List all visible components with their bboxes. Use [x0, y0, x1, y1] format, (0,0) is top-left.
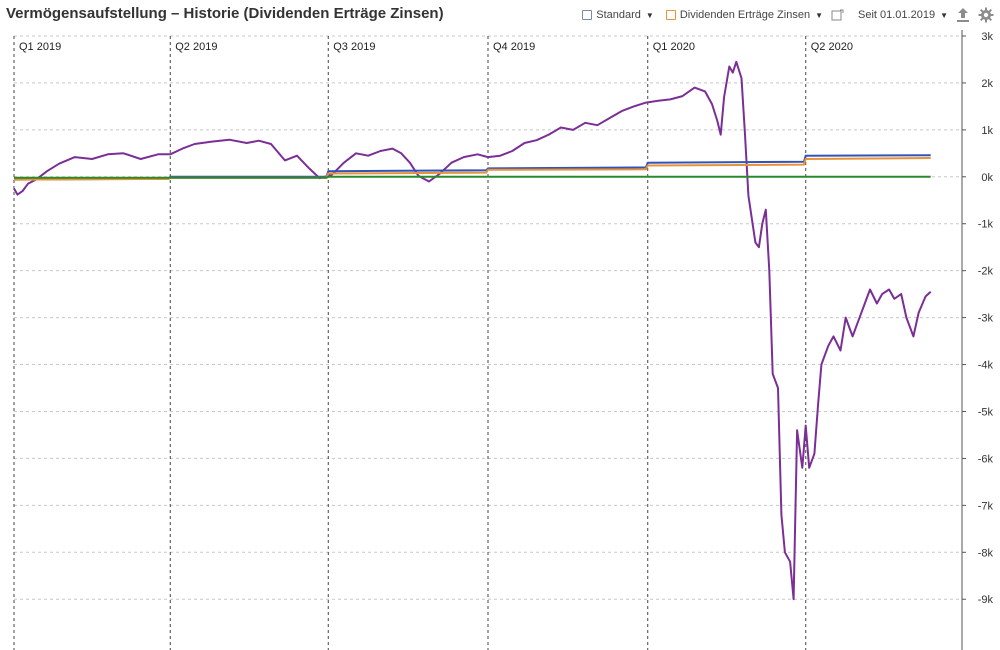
gear-icon[interactable]	[978, 7, 994, 23]
view-swatch-icon	[582, 10, 593, 20]
quarter-label: Q4 2019	[493, 41, 535, 53]
quarter-label: Q1 2019	[19, 41, 61, 53]
y-tick-label: -4k	[978, 360, 994, 372]
quarter-label: Q2 2019	[175, 41, 217, 53]
chevron-down-icon: ▼	[940, 10, 948, 20]
period-label: Seit 01.01.2019	[858, 9, 936, 21]
view-selector[interactable]: Standard ▼	[582, 9, 654, 21]
series-label: Dividenden Erträge Zinsen	[679, 9, 811, 21]
series-line	[14, 175, 931, 179]
expand-icon[interactable]	[831, 9, 844, 22]
series-layer	[13, 60, 932, 601]
y-tick-label: -1k	[978, 219, 994, 231]
y-tick-label: 0k	[981, 172, 993, 184]
y-axis: 3k 2k 1k 0k -1k -2k -3k -4k -5k -6k -7k -8k -9k	[961, 30, 994, 650]
y-tick-label: -7k	[978, 500, 994, 512]
chevron-down-icon: ▼	[645, 10, 654, 20]
quarter-label: Q3 2019	[333, 41, 375, 53]
period-selector[interactable]: Seit 01.01.2019 ▼	[858, 9, 948, 21]
chevron-down-icon: ▼	[815, 10, 823, 20]
y-tick-label: -5k	[978, 406, 994, 418]
series-swatch-icon	[665, 10, 676, 20]
quarter-label: Q2 2020	[811, 41, 853, 53]
y-tick-label: 1k	[981, 125, 993, 137]
series-line	[13, 60, 932, 601]
y-tick-label: 2k	[981, 78, 993, 90]
chart-title: Vermögensaufstellung – Historie (Dividen…	[6, 5, 444, 22]
export-icon[interactable]	[956, 7, 970, 23]
view-label: Standard	[596, 9, 641, 21]
series-selector[interactable]: Dividenden Erträge Zinsen ▼	[665, 9, 823, 21]
quarter-layer: Q1 2019 Q2 2019 Q3 2019 Q4 2019 Q1 2020 Q2 20…	[13, 36, 853, 650]
y-tick-label: -8k	[978, 547, 994, 559]
y-tick-label: -6k	[978, 453, 994, 465]
y-tick-label: 3k	[981, 31, 993, 43]
quarter-label: Q1 2020	[653, 41, 695, 53]
y-tick-label: -3k	[978, 313, 994, 325]
y-tick-label: -9k	[978, 594, 994, 606]
chart-toolbar: Standard ▼ Dividenden Erträge Zinsen ▼ S…	[570, 6, 994, 24]
y-tick-label: -2k	[978, 266, 994, 278]
